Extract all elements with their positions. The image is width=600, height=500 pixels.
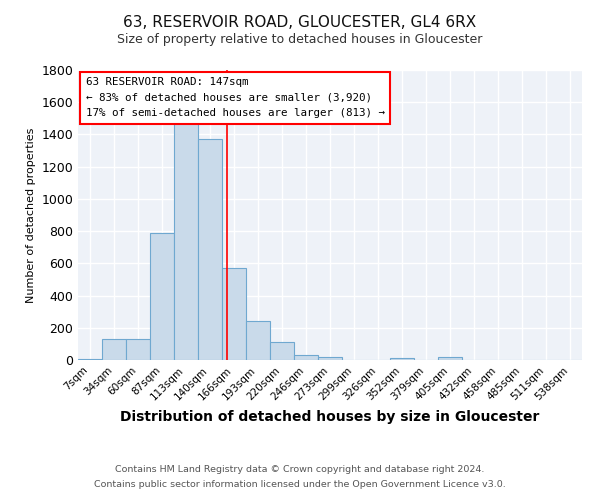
Text: 63, RESERVOIR ROAD, GLOUCESTER, GL4 6RX: 63, RESERVOIR ROAD, GLOUCESTER, GL4 6RX <box>124 15 476 30</box>
Bar <box>318 357 342 360</box>
Text: Contains public sector information licensed under the Open Government Licence v3: Contains public sector information licen… <box>94 480 506 489</box>
Bar <box>246 322 270 360</box>
Bar <box>78 359 102 360</box>
Bar <box>198 140 222 360</box>
Bar <box>222 268 246 360</box>
Text: 63 RESERVOIR ROAD: 147sqm
← 83% of detached houses are smaller (3,920)
17% of se: 63 RESERVOIR ROAD: 147sqm ← 83% of detac… <box>86 77 385 118</box>
Y-axis label: Number of detached properties: Number of detached properties <box>26 128 36 302</box>
Bar <box>294 355 318 360</box>
Text: Contains HM Land Registry data © Crown copyright and database right 2024.: Contains HM Land Registry data © Crown c… <box>115 465 485 474</box>
Bar <box>390 358 414 360</box>
Bar <box>150 232 174 360</box>
Bar <box>102 339 126 360</box>
Bar <box>270 342 294 360</box>
Bar <box>174 122 198 360</box>
Text: Size of property relative to detached houses in Gloucester: Size of property relative to detached ho… <box>118 32 482 46</box>
Bar <box>126 339 150 360</box>
X-axis label: Distribution of detached houses by size in Gloucester: Distribution of detached houses by size … <box>121 410 539 424</box>
Bar <box>438 357 462 360</box>
